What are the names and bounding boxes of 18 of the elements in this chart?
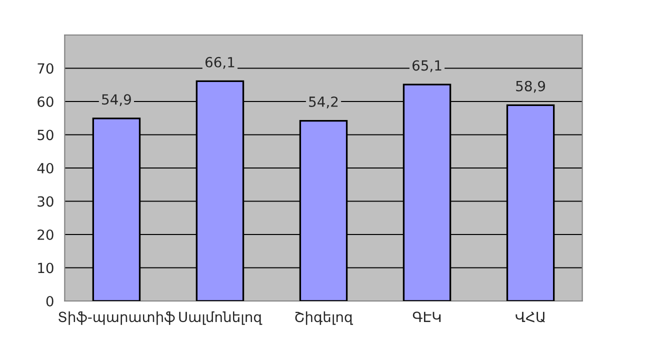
- data-label: 66,1: [205, 56, 234, 69]
- x-tick-label: ՎՀԱ: [516, 312, 545, 322]
- y-tick-label: 50: [38, 130, 54, 140]
- y-tick-label: 10: [38, 262, 54, 274]
- y-tick-label: 70: [38, 63, 54, 74]
- x-tick-label: Շիգելոզ: [295, 311, 354, 325]
- x-tick-label: Սալմոնելոզ: [179, 311, 262, 325]
- y-tick-label: 60: [38, 96, 54, 107]
- data-label: 54,2: [309, 96, 338, 108]
- data-label: 65,1: [412, 60, 442, 72]
- y-tick-label: 0: [46, 296, 54, 306]
- data-label: 58,9: [516, 80, 546, 93]
- data-label: 54,9: [102, 94, 131, 106]
- y-tick-label: 40: [37, 162, 54, 174]
- x-tick-label: ԳԷԿ: [412, 312, 441, 322]
- y-tick-label: 30: [38, 196, 54, 207]
- x-tick-label: Տիֆ-պարատիֆ: [58, 311, 175, 325]
- y-tick-label: 20: [38, 229, 54, 240]
